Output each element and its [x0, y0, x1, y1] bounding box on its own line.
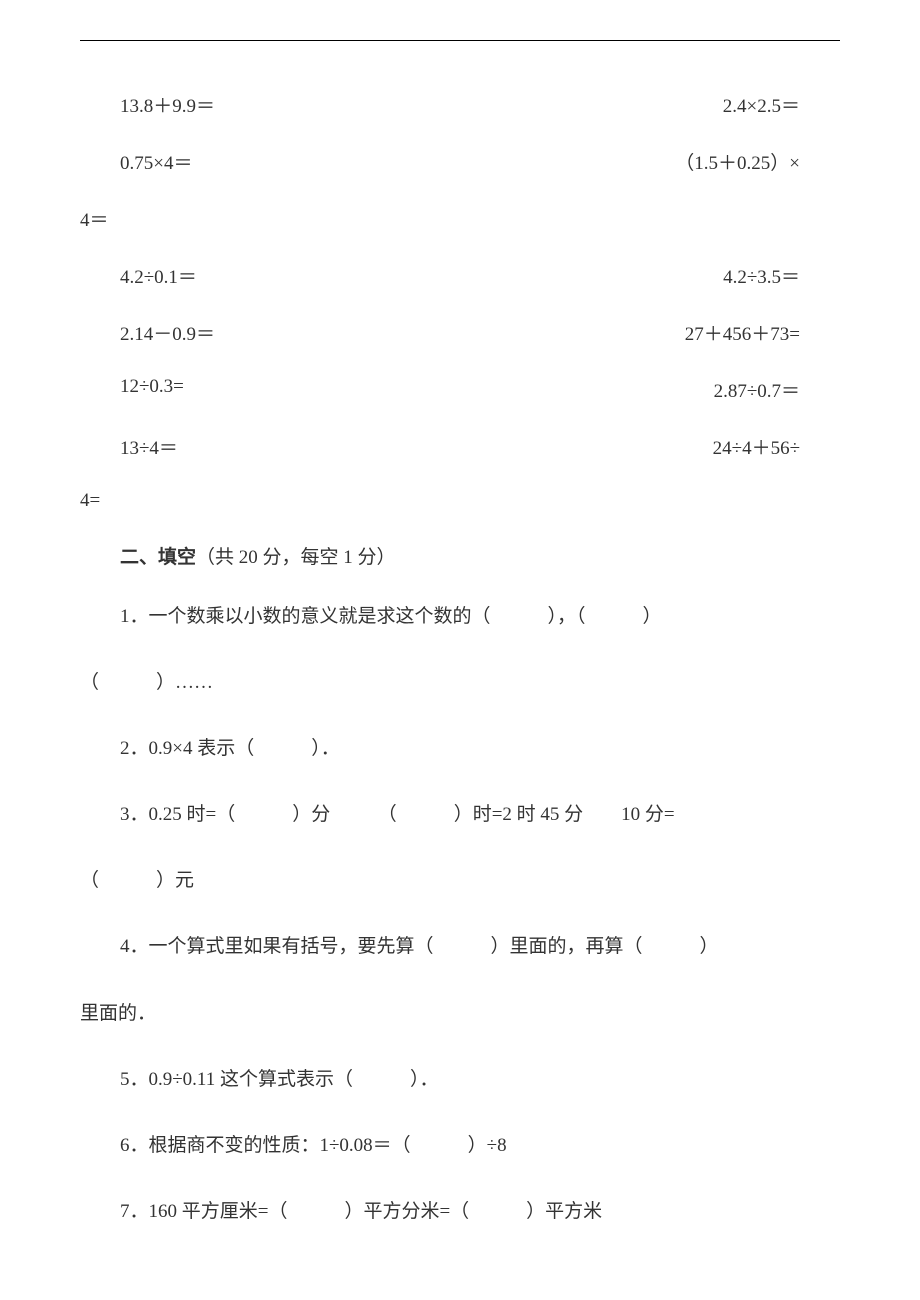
question-3-cont: （ ）元 — [80, 863, 840, 899]
question-5: 5．0.9÷0.11 这个算式表示（ ）． — [80, 1062, 840, 1098]
question-1-cont: （ ）…… — [80, 665, 840, 701]
equation-row: 4.2÷0.1＝ 4.2÷3.5＝ — [80, 262, 840, 289]
question-1: 1．一个数乘以小数的意义就是求这个数的（ ），（ ） — [80, 599, 840, 635]
equation-left: 12÷0.3= — [80, 376, 184, 403]
question-text: 3．0.25 时=（ ）分 （ ）时=2 时 45 分 10 分= — [120, 804, 675, 825]
equation-right: 4.2÷3.5＝ — [723, 262, 840, 289]
section-title: 二、填空（共 20 分，每空 1 分） — [120, 542, 840, 569]
question-text: （ ）元 — [80, 870, 194, 891]
equation-row: 2.14－0.9＝ 27＋456＋73= — [80, 319, 840, 346]
question-2: 2．0.9×4 表示（ ）． — [80, 731, 840, 767]
equation-left: 4.2÷0.1＝ — [80, 262, 197, 289]
question-4: 4．一个算式里如果有括号，要先算（ ）里面的，再算（ ） — [80, 929, 840, 965]
section-title-sub: （共 20 分，每空 1 分） — [196, 547, 396, 568]
equation-left: 13÷4＝ — [80, 433, 178, 460]
equation-row: 12÷0.3= 2.87÷0.7＝ — [80, 376, 840, 403]
question-3: 3．0.25 时=（ ）分 （ ）时=2 时 45 分 10 分= — [80, 797, 840, 833]
equation-left: 0.75×4＝ — [80, 148, 192, 175]
equation-carry: 4= — [80, 490, 840, 512]
equation-left: 2.14－0.9＝ — [80, 319, 215, 346]
question-text: 6．根据商不变的性质：1÷0.08＝（ ）÷8 — [120, 1135, 507, 1156]
question-text: 1．一个数乘以小数的意义就是求这个数的（ ），（ ） — [120, 606, 662, 627]
equation-row: 0.75×4＝ （1.5＋0.25）× — [80, 148, 840, 175]
equation-right: （1.5＋0.25）× — [675, 148, 840, 175]
question-text: 5．0.9÷0.11 这个算式表示（ ）． — [120, 1069, 438, 1090]
equation-right: 24÷4＋56÷ — [713, 433, 840, 460]
equation-right: 27＋456＋73= — [685, 319, 840, 346]
equation-right: 2.87÷0.7＝ — [714, 376, 840, 403]
horizontal-rule — [80, 40, 840, 41]
question-text: 7．160 平方厘米=（ ）平方分米=（ ）平方米 — [120, 1201, 602, 1222]
question-text: 里面的． — [80, 1003, 156, 1024]
equation-row: 13.8＋9.9＝ 2.4×2.5＝ — [80, 91, 840, 118]
question-4-cont: 里面的． — [80, 996, 840, 1032]
equation-row: 13÷4＝ 24÷4＋56÷ — [80, 433, 840, 460]
question-6: 6．根据商不变的性质：1÷0.08＝（ ）÷8 — [80, 1128, 840, 1164]
equation-left: 13.8＋9.9＝ — [80, 91, 215, 118]
question-text: 2．0.9×4 表示（ ）． — [120, 738, 340, 759]
equation-right: 2.4×2.5＝ — [723, 91, 840, 118]
section-title-bold: 二、填空 — [120, 547, 196, 568]
equation-carry: 4＝ — [80, 205, 840, 232]
question-text: （ ）…… — [80, 672, 213, 693]
question-7: 7．160 平方厘米=（ ）平方分米=（ ）平方米 — [80, 1194, 840, 1230]
question-text: 4．一个算式里如果有括号，要先算（ ）里面的，再算（ ） — [120, 936, 719, 957]
